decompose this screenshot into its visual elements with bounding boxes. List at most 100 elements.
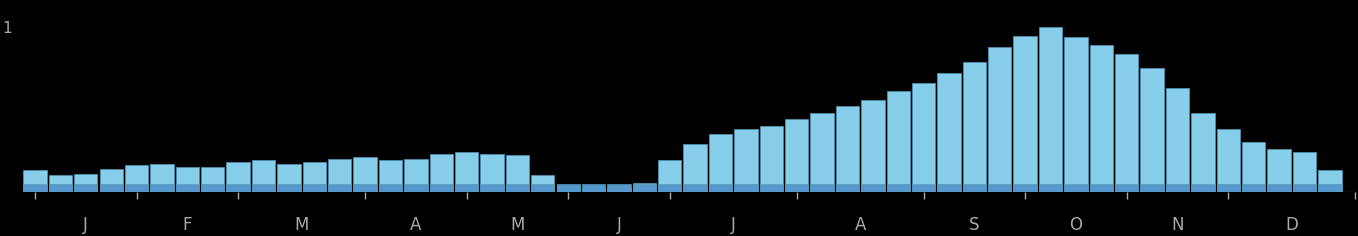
Text: M: M xyxy=(511,216,524,234)
Bar xyxy=(1319,170,1342,192)
Bar xyxy=(429,154,454,192)
Bar xyxy=(23,170,46,192)
Bar xyxy=(861,184,884,192)
Bar xyxy=(963,184,986,192)
Bar xyxy=(759,184,784,192)
Bar xyxy=(227,162,250,192)
Bar xyxy=(405,184,428,192)
Bar xyxy=(201,167,224,192)
Bar xyxy=(683,144,706,192)
Bar xyxy=(1267,184,1290,192)
Bar xyxy=(99,169,122,192)
Bar xyxy=(75,173,98,192)
Bar xyxy=(49,184,72,192)
Bar xyxy=(1319,184,1342,192)
Bar xyxy=(785,184,808,192)
Bar xyxy=(659,160,682,192)
Bar xyxy=(887,91,910,192)
Bar xyxy=(125,184,148,192)
Bar xyxy=(1039,184,1062,192)
Text: S: S xyxy=(970,216,979,234)
Bar xyxy=(1165,184,1190,192)
Bar xyxy=(607,184,630,192)
Bar xyxy=(379,184,402,192)
Text: J: J xyxy=(83,216,88,234)
Bar xyxy=(455,184,478,192)
Bar xyxy=(835,184,860,192)
Bar xyxy=(913,83,936,192)
Bar xyxy=(1243,184,1266,192)
Bar xyxy=(251,184,276,192)
Bar xyxy=(659,184,682,192)
Bar xyxy=(1039,27,1062,192)
Text: A: A xyxy=(854,216,866,234)
Bar xyxy=(329,159,352,192)
Bar xyxy=(151,184,174,192)
Bar xyxy=(1141,68,1164,192)
Bar xyxy=(1267,149,1290,192)
Bar xyxy=(861,100,884,192)
Bar xyxy=(785,119,808,192)
Bar xyxy=(49,175,72,192)
Bar xyxy=(1013,184,1038,192)
Bar xyxy=(429,184,454,192)
Bar xyxy=(455,152,478,192)
Bar xyxy=(989,184,1012,192)
Bar xyxy=(481,184,504,192)
Bar xyxy=(633,183,656,192)
Bar xyxy=(505,184,530,192)
Bar xyxy=(759,126,784,192)
Bar xyxy=(251,160,276,192)
Bar xyxy=(633,184,656,192)
Bar xyxy=(735,129,758,192)
Bar xyxy=(989,47,1012,192)
Bar xyxy=(1217,129,1240,192)
Text: M: M xyxy=(295,216,308,234)
Bar xyxy=(811,184,834,192)
Bar xyxy=(1141,184,1164,192)
Bar xyxy=(835,106,860,192)
Text: J: J xyxy=(617,216,622,234)
Bar xyxy=(963,62,986,192)
Bar xyxy=(329,184,352,192)
Bar xyxy=(23,184,46,192)
Bar xyxy=(1089,46,1114,192)
Text: F: F xyxy=(182,216,191,234)
Bar xyxy=(277,164,300,192)
Text: D: D xyxy=(1285,216,1298,234)
Bar xyxy=(887,184,910,192)
Bar xyxy=(175,167,200,192)
Bar xyxy=(531,175,554,192)
Bar xyxy=(303,162,326,192)
Text: N: N xyxy=(1171,216,1184,234)
Bar xyxy=(1089,184,1114,192)
Bar xyxy=(937,184,960,192)
Bar xyxy=(581,184,606,192)
Bar xyxy=(99,184,122,192)
Bar xyxy=(557,184,580,192)
Bar xyxy=(1013,36,1038,192)
Bar xyxy=(735,184,758,192)
Bar xyxy=(227,184,250,192)
Text: J: J xyxy=(731,216,736,234)
Bar xyxy=(1065,184,1088,192)
Bar xyxy=(75,184,98,192)
Bar xyxy=(1191,113,1214,192)
Bar xyxy=(125,165,148,192)
Bar xyxy=(709,184,732,192)
Bar xyxy=(505,156,530,192)
Bar xyxy=(1191,184,1214,192)
Bar xyxy=(1165,88,1190,192)
Bar xyxy=(379,160,402,192)
Bar xyxy=(1243,142,1266,192)
Bar xyxy=(581,188,606,192)
Bar xyxy=(557,185,580,192)
Bar xyxy=(303,184,326,192)
Bar xyxy=(607,188,630,192)
Bar xyxy=(709,134,732,192)
Bar xyxy=(353,157,376,192)
Bar xyxy=(1293,152,1316,192)
Bar xyxy=(1217,184,1240,192)
Bar xyxy=(1115,54,1138,192)
Bar xyxy=(1115,184,1138,192)
